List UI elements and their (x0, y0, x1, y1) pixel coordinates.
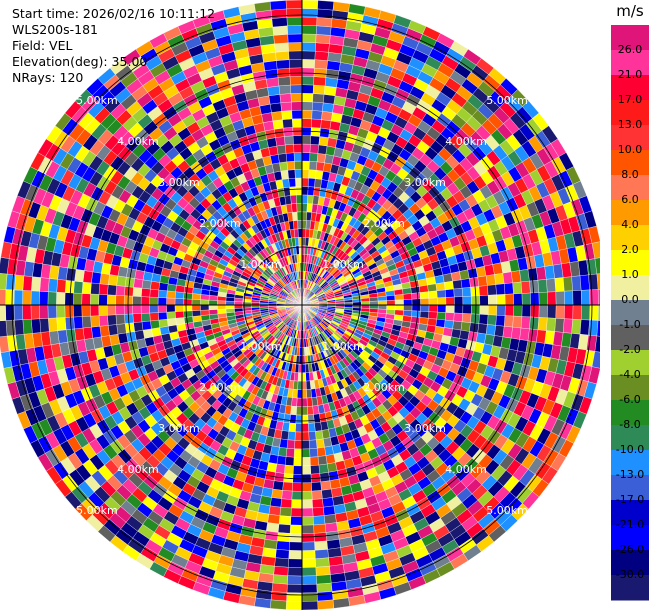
colorbar-tick-label: -30.0 (615, 568, 645, 581)
colorbar-tick-label: -2.0 (619, 343, 641, 356)
colorbar-tick-label: 8.0 (621, 168, 639, 181)
range-ring-label: 3.00km (404, 422, 446, 435)
colorbar-tick-label: -17.0 (615, 493, 645, 506)
colorbar-swatch (611, 225, 649, 251)
colorbar-swatch (611, 450, 649, 476)
colorbar-tick-label: 2.0 (621, 243, 639, 256)
range-ring-label: 1.00km (240, 258, 282, 271)
colorbar-swatch (611, 200, 649, 226)
station-label: WLS200s-181 (12, 22, 98, 37)
range-ring-label: 5.00km (76, 504, 118, 517)
colorbar (611, 25, 649, 601)
range-ring-label: 4.00km (117, 135, 159, 148)
colorbar-swatch (611, 275, 649, 301)
colorbar-swatch (611, 525, 649, 551)
range-ring-label: 3.00km (158, 422, 200, 435)
colorbar-tick-label: 6.0 (621, 193, 639, 206)
range-ring (69, 72, 535, 538)
colorbar-tick-label: -21.0 (615, 518, 645, 531)
colorbar-swatch (611, 500, 649, 526)
colorbar-tick-label: -26.0 (615, 543, 645, 556)
colorbar-swatch (611, 475, 649, 501)
colorbar-swatch (611, 100, 649, 126)
colorbar-tick-label: 10.0 (617, 143, 643, 156)
colorbar-swatch (611, 375, 649, 401)
range-ring (243, 246, 361, 364)
range-ring-label: 5.00km (76, 94, 118, 107)
range-ring-label: 2.00km (199, 217, 241, 230)
range-ring-label: 2.00km (199, 381, 241, 394)
colorbar-swatch (611, 575, 649, 601)
colorbar-tick-label: 21.0 (617, 68, 643, 81)
ppi-gates (0, 0, 600, 610)
colorbar-tick-label: -13.0 (615, 468, 645, 481)
colorbar-swatch (611, 325, 649, 351)
start-time-label: Start time: 2026/02/16 10:11:12 (12, 6, 216, 21)
range-ring-label: 3.00km (158, 176, 200, 189)
colorbar-tick-label: 1.0 (621, 268, 639, 281)
range-ring (127, 130, 477, 480)
range-ring-label: 2.00km (363, 381, 405, 394)
range-ring-label: 1.00km (322, 258, 364, 271)
colorbar-swatch (611, 150, 649, 176)
colorbar-tick-label: -4.0 (619, 368, 641, 381)
colorbar-swatch (611, 550, 649, 576)
colorbar-swatch (611, 250, 649, 276)
colorbar-tick-label: -8.0 (619, 418, 641, 431)
field-label: Field: VEL (12, 38, 73, 53)
range-ring-label: 2.00km (363, 217, 405, 230)
colorbar-swatch (611, 125, 649, 151)
colorbar-unit: m/s (616, 2, 644, 20)
range-ring-label: 4.00km (445, 463, 487, 476)
range-ring-label: 3.00km (404, 176, 446, 189)
range-ring-label: 5.00km (486, 504, 528, 517)
range-ring (185, 188, 419, 422)
colorbar-tick-label: 4.0 (621, 218, 639, 231)
colorbar-tick-label: 17.0 (617, 93, 643, 106)
nrays-label: NRays: 120 (12, 70, 84, 85)
range-ring-label: 4.00km (117, 463, 159, 476)
colorbar-swatch (611, 50, 649, 76)
elevation-label: Elevation(deg): 35.00 (12, 54, 148, 69)
colorbar-tick-label: 0.0 (621, 293, 639, 306)
colorbar-swatch (611, 75, 649, 101)
range-ring-label: 1.00km (322, 340, 364, 353)
range-ring (11, 14, 593, 596)
colorbar-tick-label: 13.0 (617, 118, 643, 131)
colorbar-swatch (611, 300, 649, 326)
colorbar-swatch (611, 350, 649, 376)
colorbar-swatch (611, 425, 649, 451)
ppi-velocity-display: 1.00km 1.00km 1.00km 1.00km 2.00km 2.00km 2.00… (0, 0, 600, 610)
colorbar-tick-label: -6.0 (619, 393, 641, 406)
range-ring-label: 1.00km (240, 340, 282, 353)
range-ring-label: 4.00km (445, 135, 487, 148)
colorbar-swatch (611, 400, 649, 426)
colorbar-swatch (611, 175, 649, 201)
colorbar-tick-label: -1.0 (619, 318, 641, 331)
colorbar-swatch (611, 25, 649, 51)
colorbar-tick-label: -10.0 (615, 443, 645, 456)
range-ring-label: 5.00km (486, 94, 528, 107)
colorbar-tick-label: 26.0 (617, 43, 643, 56)
